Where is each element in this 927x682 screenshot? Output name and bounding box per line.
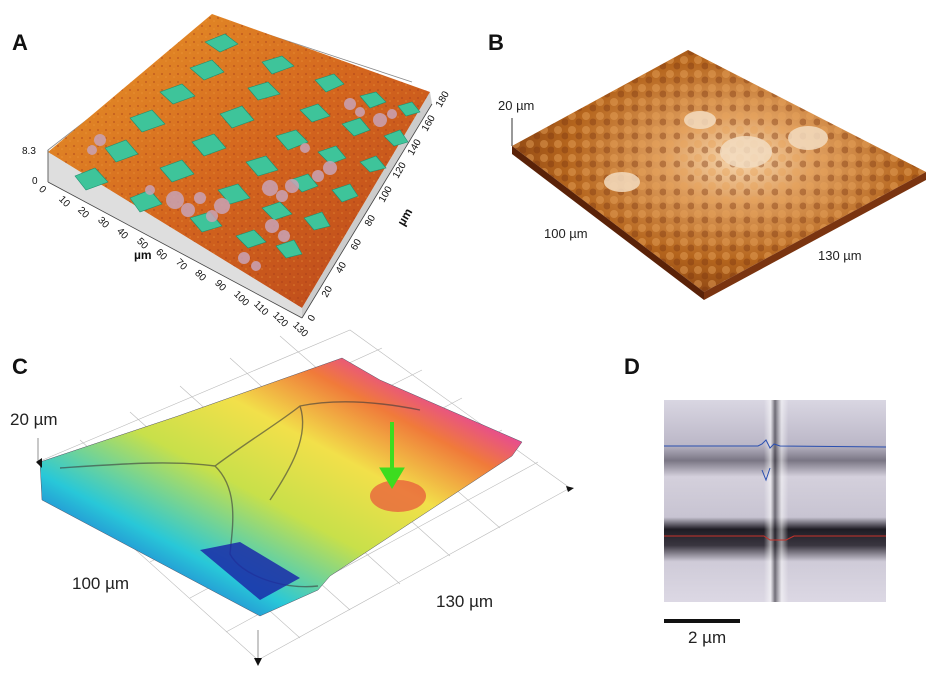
panel-a-wells [74, 33, 421, 259]
panel-b-x-label: 100 µm [544, 226, 588, 241]
panel-d-image [664, 400, 887, 623]
panel-b-letter: B [488, 30, 504, 55]
panel-d-scale-label: 2 µm [688, 628, 727, 647]
panel-c-surface [36, 329, 574, 666]
panel-a-letter: A [12, 30, 28, 55]
panel-d-letter: D [624, 354, 640, 379]
panel-a: A [0, 0, 470, 340]
panel-c-x-label: 100 µm [72, 574, 130, 593]
panel-b-y-label: 130 µm [818, 248, 862, 263]
panel-c: C [0, 329, 600, 682]
panel-c-letter: C [12, 354, 28, 379]
panel-a-x-unit: µm [134, 248, 152, 262]
panel-d-red-profile [664, 535, 886, 541]
panel-c-z-label: 20 µm [10, 410, 58, 429]
panel-c-y-label: 130 µm [436, 592, 494, 611]
panel-b-surface [511, 50, 926, 300]
panel-c-arrow [379, 422, 405, 489]
panel-a-z-max: 8.3 [22, 146, 36, 157]
panel-d-blue-profile [664, 439, 887, 449]
panel-a-z-min: 0 [32, 176, 38, 187]
panel-a-surface [47, 14, 433, 319]
panel-a-debris [87, 98, 397, 271]
panel-b: B 20 µm 100 µm 130 µm [470, 0, 927, 330]
panel-b-z-label: 20 µm [498, 98, 535, 113]
panel-d: D [610, 340, 927, 682]
